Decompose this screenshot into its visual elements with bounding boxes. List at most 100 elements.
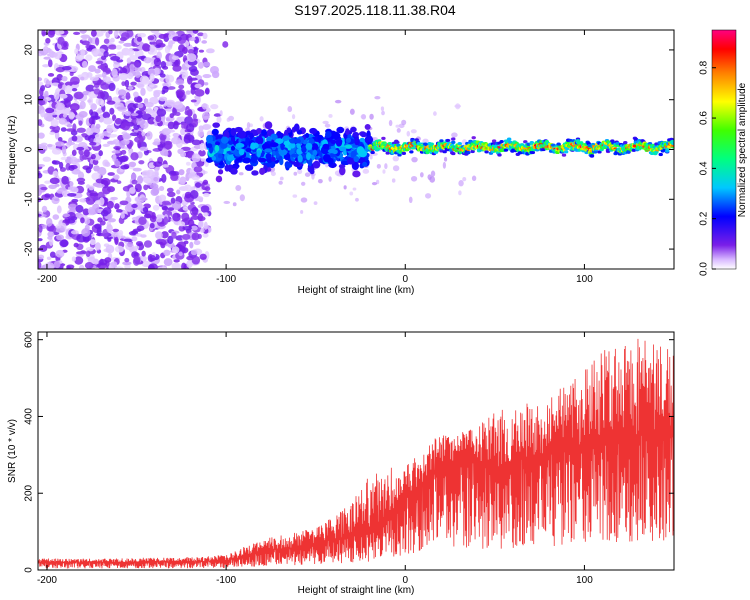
spectrogram-noise-cell [47, 59, 53, 68]
spectrogram-noise-cell [198, 49, 205, 53]
spectrogram-carrier-cell [381, 136, 386, 140]
spectrogram-noise-cell [89, 76, 100, 81]
spectrogram-carrier-cell [470, 149, 475, 154]
spectrogram-noise-cell [197, 32, 205, 37]
spectrogram-noise-cell [114, 245, 124, 253]
spectrogram-noise-cell [291, 114, 296, 120]
spectrogram-signal-cell [280, 143, 285, 151]
spectrogram-noise-cell [85, 250, 91, 257]
spectrogram-noise-cell [203, 192, 210, 198]
spectrogram-carrier-cell [605, 148, 611, 152]
spectrogram-noise-cell [51, 160, 57, 165]
spectrogram-x-ticks: -200 -100 0 100 [37, 30, 593, 285]
spectrogram-signal-cell [242, 157, 251, 164]
spectrogram-noise-cell [66, 141, 76, 146]
spectrogram-noise-cell [179, 98, 185, 102]
spectrogram-noise-cell [149, 73, 155, 82]
spectrogram-noise-cell [136, 117, 146, 126]
spectrogram-noise-cell [349, 191, 354, 196]
spectrogram-noise-cell [172, 132, 180, 138]
spectrogram-noise-cell [188, 37, 196, 42]
spectrogram-noise-cell [127, 241, 133, 248]
spectrogram-noise-cell [38, 261, 42, 269]
spectrogram-noise-cell [38, 187, 43, 197]
spectrogram-noise-cell [184, 191, 192, 199]
spectrogram-noise-cell [120, 235, 126, 239]
spectrogram-noise-cell [143, 240, 153, 248]
spectrogram-noise-cell [94, 242, 101, 251]
spectrogram-noise-cell [270, 171, 276, 177]
spectrogram-signal-cell [325, 130, 332, 139]
snr-frame [37, 331, 675, 571]
spectrogram-carrier-cell [397, 153, 402, 157]
spectrogram-x-tick-label: 100 [576, 274, 593, 285]
spectrogram-noise-cell [52, 170, 59, 177]
spectrogram-noise-cell [102, 207, 112, 215]
spectrogram-noise-cell [410, 129, 417, 134]
spectrogram-noise-cell [129, 64, 135, 72]
spectrogram-signal-cell [230, 168, 238, 175]
spectrogram-noise-cell [369, 155, 373, 160]
spectrogram-signal-cell [245, 151, 250, 158]
spectrogram-noise-cell [458, 180, 464, 187]
spectrogram-noise-cell [95, 183, 105, 188]
spectrogram-signal-cell [291, 153, 299, 158]
spectrogram-noise-cell [186, 30, 194, 34]
spectrogram-noise-cell [66, 123, 73, 128]
spectrogram-noise-cell [311, 173, 315, 180]
spectrogram-noise-cell [167, 235, 174, 245]
spectrogram-noise-cell [369, 113, 374, 120]
spectrogram-noise-cell [62, 113, 68, 118]
spectrogram-noise-cell [163, 216, 169, 225]
spectrogram-carrier-cell [451, 137, 456, 141]
spectrogram-signal-cell [237, 130, 247, 139]
spectrogram-noise-cell [133, 91, 139, 98]
spectrogram-noise-cell [131, 236, 138, 242]
spectrogram-noise-cell [148, 84, 158, 89]
spectrogram-noise-cell [38, 224, 43, 233]
spectrogram-noise-cell [88, 185, 95, 191]
spectrogram-noise-cell [160, 61, 167, 69]
spectrogram-noise-cell [152, 204, 160, 211]
spectrogram-signal-cell [350, 126, 357, 133]
snr-x-tick-label: -100 [216, 575, 236, 586]
spectrogram-noise-cell [178, 84, 185, 90]
spectrogram-noise-cell [442, 161, 447, 169]
snr-panel: -200 -100 0 100 0 200 400 600 Height of straig… [7, 331, 675, 596]
spectrogram-noise-cell [52, 214, 60, 220]
colorbar-tick-label: 0.4 [699, 161, 710, 175]
spectrogram-noise-cell [131, 203, 138, 208]
spectrogram-noise-cell [93, 88, 101, 95]
spectrogram-signal-cell [220, 142, 228, 149]
spectrogram-noise-cell [134, 136, 144, 143]
spectrogram-noise-cell [98, 114, 105, 123]
spectrogram-noise-cell [70, 186, 78, 192]
spectrogram-noise-cell [69, 76, 80, 85]
spectrogram-noise-cell [153, 161, 163, 167]
spectrogram-noise-cell [111, 150, 121, 154]
spectrogram-noise-cell [328, 176, 332, 182]
spectrogram-noise-cell [124, 79, 130, 88]
spectrogram-noise-cell [119, 140, 126, 149]
spectrogram-noise-cell [444, 156, 448, 162]
spectrogram-noise-cell [361, 114, 367, 120]
spectrogram-noise-cell [190, 225, 198, 231]
spectrogram-noise-cell [163, 258, 173, 267]
spectrogram-noise-cell [153, 106, 159, 111]
spectrogram-noise-cell [324, 123, 331, 128]
spectrogram-noise-cell [167, 129, 176, 133]
spectrogram-noise-cell [204, 186, 211, 192]
spectrogram-carrier-cell [671, 141, 674, 146]
spectrogram-signal-cell [307, 165, 315, 173]
spectrogram-noise-cell [153, 89, 162, 95]
spectrogram-carrier-cell [499, 139, 504, 144]
spectrogram-noise-cell [137, 175, 144, 184]
spectrogram-carrier-cell [484, 150, 489, 154]
spectrogram-noise-cell [78, 110, 88, 118]
spectrogram-noise-cell [47, 73, 55, 77]
spectrogram-noise-cell [139, 197, 148, 201]
spectrogram-noise-cell [134, 67, 142, 72]
spectrogram-noise-cell [118, 230, 124, 237]
spectrogram-noise-cell [455, 103, 461, 110]
